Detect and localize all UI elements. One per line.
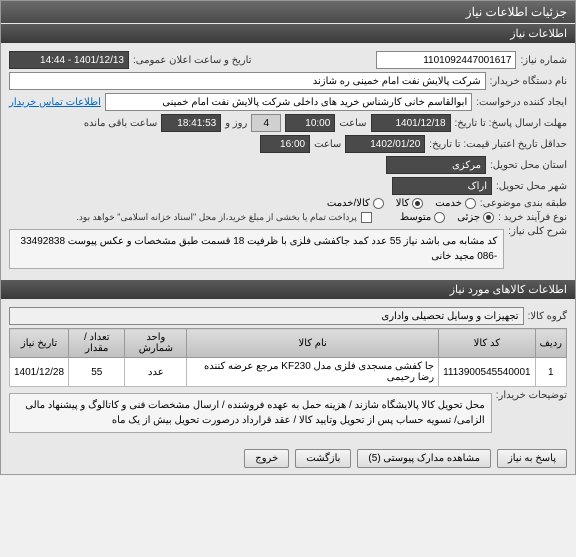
field-request-creator: ابوالقاسم خانی کارشناس خرید های داخلی شر…	[105, 93, 472, 111]
label-province: استان محل تحویل:	[490, 160, 567, 171]
label-purchase-type: نوع فرآیند خرید :	[498, 212, 567, 223]
radio-group-type: جزئی متوسط	[400, 212, 494, 223]
field-device-name: شرکت پالایش نفت امام خمینی ره شازند	[9, 72, 486, 90]
label-city: شهر محل تحویل:	[496, 181, 567, 192]
field-send-hour: 10:00	[285, 114, 335, 132]
window-titlebar: جزئیات اطلاعات نیاز	[1, 1, 575, 23]
field-province: مرکزی	[386, 156, 486, 174]
label-partial-pay: پرداخت تمام یا بخشی از مبلغ خرید،از محل …	[76, 212, 356, 223]
label-need-number: شماره نیاز:	[520, 55, 567, 66]
radio-service[interactable]	[465, 198, 476, 209]
field-goods-group: تجهیزات و وسایل تحصیلی واداری	[9, 307, 524, 325]
label-send-deadline: مهلت ارسال پاسخ: تا تاریخ:	[455, 118, 567, 129]
field-validity-date: 1402/01/20	[345, 135, 425, 153]
th-name: نام کالا	[187, 329, 439, 358]
label-remaining: ساعت باقی مانده	[84, 118, 157, 129]
reply-button[interactable]: پاسخ به نیاز	[497, 449, 567, 468]
label-day-and: روز و	[225, 118, 247, 129]
label-budget-class: طبقه بندی موضوعی:	[480, 198, 567, 209]
field-general-desc: کد مشابه می باشد نیاز 55 عدد کمد جاکفشی …	[9, 229, 504, 269]
cell-code: 1113900545540001	[439, 358, 536, 387]
field-need-number: 1101092447001617	[376, 51, 516, 69]
field-announce-date: 1401/12/13 - 14:44	[9, 51, 129, 69]
radio-group-class: خدمت کالا کالا/خدمت	[327, 198, 476, 209]
cell-date: 1401/12/28	[10, 358, 69, 387]
label-device-name: نام دستگاه خریدار:	[490, 76, 567, 87]
label-announce-date: تاریخ و ساعت اعلان عمومی:	[133, 55, 252, 66]
radio-medium[interactable]	[434, 212, 445, 223]
goods-table: ردیف کد کالا نام کالا واحد شمارش تعداد /…	[9, 328, 567, 387]
table-row[interactable]: 1 1113900545540001 جا کفشی مسجدی فلزی مد…	[10, 358, 567, 387]
radio-goods-service[interactable]	[373, 198, 384, 209]
label-goods-group: گروه کالا:	[528, 311, 567, 322]
field-city: اراک	[392, 177, 492, 195]
label-buyer-notes: توضیحات خریدار:	[496, 390, 567, 401]
cell-unit: عدد	[125, 358, 187, 387]
radio-partial[interactable]	[483, 212, 494, 223]
th-row: ردیف	[535, 329, 566, 358]
label-hour1: ساعت	[339, 118, 366, 129]
th-date: تاریخ نیاز	[10, 329, 69, 358]
field-send-date: 1401/12/18	[371, 114, 451, 132]
field-validity-hour: 16:00	[260, 135, 310, 153]
link-contact-info[interactable]: اطلاعات تماس خریدار	[9, 97, 101, 108]
cell-qty: 55	[69, 358, 125, 387]
th-unit: واحد شمارش	[125, 329, 187, 358]
section-goods-info: اطلاعات کالاهای مورد نیاز	[1, 280, 575, 299]
th-qty: تعداد / مقدار	[69, 329, 125, 358]
back-button[interactable]: بازگشت	[295, 449, 351, 468]
cell-row: 1	[535, 358, 566, 387]
label-hour2: ساعت	[314, 139, 341, 150]
attachments-button[interactable]: مشاهده مدارک پیوستی (5)	[357, 449, 491, 468]
cell-name: جا کفشی مسجدی فلزی مدل KF230 مرجع عرضه ک…	[187, 358, 439, 387]
field-days-remain: 4	[251, 114, 281, 132]
section-need-info: اطلاعات نیاز	[1, 24, 575, 43]
label-general-desc: شرح کلی نیاز:	[508, 226, 567, 237]
th-code: کد کالا	[439, 329, 536, 358]
label-validity: حداقل تاریخ اعتبار قیمت: تا تاریخ:	[429, 139, 567, 150]
close-button[interactable]: خروج	[244, 449, 289, 468]
field-buyer-notes: محل تحویل کالا پالایشگاه شازند / هزینه ح…	[9, 393, 492, 433]
label-request-creator: ایجاد کننده درخواست:	[476, 97, 567, 108]
radio-goods[interactable]	[412, 198, 423, 209]
checkbox-partial-pay[interactable]	[361, 212, 372, 223]
field-time-remain: 18:41:53	[161, 114, 221, 132]
